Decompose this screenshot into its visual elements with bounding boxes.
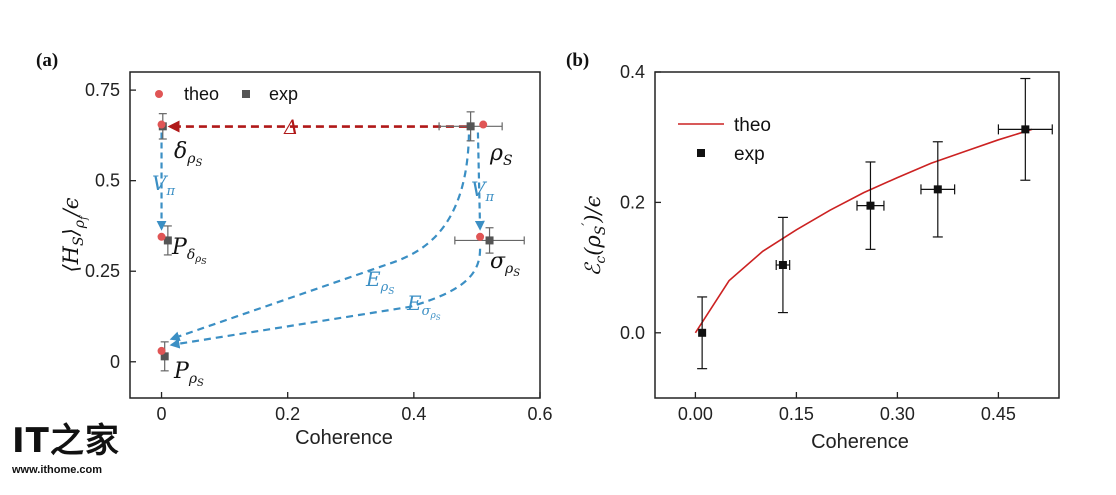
- theo-point: [157, 232, 166, 241]
- panel-b-ytick-label: 0.0: [620, 323, 645, 343]
- panel-b-curve: [694, 128, 1033, 334]
- panel-a-ytick-label: 0.75: [85, 80, 120, 100]
- panel-a-xtick-label: 0.4: [401, 404, 426, 424]
- panel-b-xtick-label: 0.15: [779, 404, 814, 424]
- panel-b-label: (b): [566, 50, 589, 71]
- e-rho-arrow: [169, 134, 471, 342]
- panel-a-xlabel: Coherence: [295, 427, 393, 449]
- v-pi-right-arrow: [474, 132, 485, 231]
- exp-b-point: [866, 201, 875, 210]
- watermark-url: www.ithome.com: [12, 464, 103, 476]
- exp-point: [466, 122, 475, 131]
- annotation-rho-s: ρS: [489, 141, 513, 169]
- legend-b-theo-label: theo: [734, 115, 771, 136]
- panel-b-xtick-label: 0.45: [981, 404, 1016, 424]
- panel-b-points: [697, 77, 1053, 370]
- legend-theo-marker: [155, 90, 163, 98]
- annotation-v-pi-left: Vπ: [152, 171, 175, 199]
- panel-a-xtick-label: 0.6: [527, 404, 552, 424]
- exp-point: [163, 236, 172, 245]
- annotation-e-sigma: EσρS: [406, 291, 441, 322]
- annotation-p-delta: PδρS: [171, 235, 207, 266]
- exp-point: [485, 236, 494, 245]
- theo-point: [476, 232, 485, 241]
- legend-exp-marker: [242, 90, 250, 98]
- panel-a-annotations: ρS δρS PδρS σρS PρS Δ Vπ Vπ EρS EσρS: [152, 115, 520, 389]
- panel-a-label: (a): [36, 50, 58, 71]
- panel-b-ylabel: ℰc(ρS′)/ϵ: [580, 195, 609, 276]
- panel-a-xtick-label: 0: [157, 404, 167, 424]
- annotation-delta: δρS: [174, 139, 202, 169]
- panel-a-points: [157, 111, 525, 372]
- theo-point: [157, 346, 166, 355]
- panel-a-ticks: 0 0.2 0.4 0.6 0 0.25 0.5 0.75: [85, 80, 553, 424]
- annotation-v-pi-right: Vπ: [471, 177, 494, 205]
- panel-b-legend: theo exp: [678, 115, 771, 165]
- panel-b-ytick-label: 0.4: [620, 62, 645, 82]
- exp-b-point: [698, 328, 707, 337]
- svg-text:ℰc(ρS′)/ϵ: ℰc(ρS′)/ϵ: [580, 195, 609, 276]
- panel-b-ticks: 0.00 0.15 0.30 0.45 0.0 0.2 0.4: [620, 62, 1016, 424]
- exp-point: [160, 352, 169, 361]
- panel-a-arrows: [156, 120, 485, 349]
- panel-a-xtick-label: 0.2: [275, 404, 300, 424]
- panel-a-ytick-label: 0.25: [85, 261, 120, 281]
- legend-exp-label: exp: [269, 84, 298, 104]
- exp-b-point: [933, 185, 942, 194]
- annotation-e-rho: EρS: [365, 267, 394, 297]
- panel-b-frame: [654, 71, 1060, 399]
- panel-b-xtick-label: 0.30: [880, 404, 915, 424]
- panel-b-xlabel: Coherence: [811, 431, 909, 453]
- panel-a-ytick-label: 0: [110, 352, 120, 372]
- watermark: IT之家 www.ithome.com: [12, 424, 122, 486]
- legend-theo-label: theo: [184, 84, 219, 104]
- panel-b-ytick-label: 0.2: [620, 192, 645, 212]
- annotation-delta-arrow: Δ: [283, 115, 298, 139]
- panel-a-frame: [129, 71, 541, 399]
- theo-curve: [694, 128, 1033, 334]
- legend-b-exp-label: exp: [734, 144, 765, 165]
- annotation-p-rho: PρS: [173, 359, 204, 389]
- exp-b-point: [778, 260, 787, 269]
- panel-b-xtick-label: 0.00: [678, 404, 713, 424]
- panel-b: (b) 0.00 0.15 0.30 0.450.00.20.4 Coherence …: [566, 50, 1060, 453]
- panel-a-ytick-label: 0.5: [95, 171, 120, 191]
- theo-point: [479, 120, 488, 129]
- panel-a: (a) 0 0.2 0.4 0.600.250.50.75 Coherence ⟨HS…: [36, 50, 553, 449]
- exp-b-point: [1021, 125, 1030, 134]
- annotation-sigma: σρS: [490, 249, 520, 279]
- legend-b-exp-marker: [697, 149, 705, 157]
- watermark-logo: IT之家: [12, 421, 120, 461]
- panel-a-legend: theo exp: [155, 84, 298, 104]
- e-sigma-arrow: [169, 248, 482, 349]
- theo-point: [157, 120, 166, 129]
